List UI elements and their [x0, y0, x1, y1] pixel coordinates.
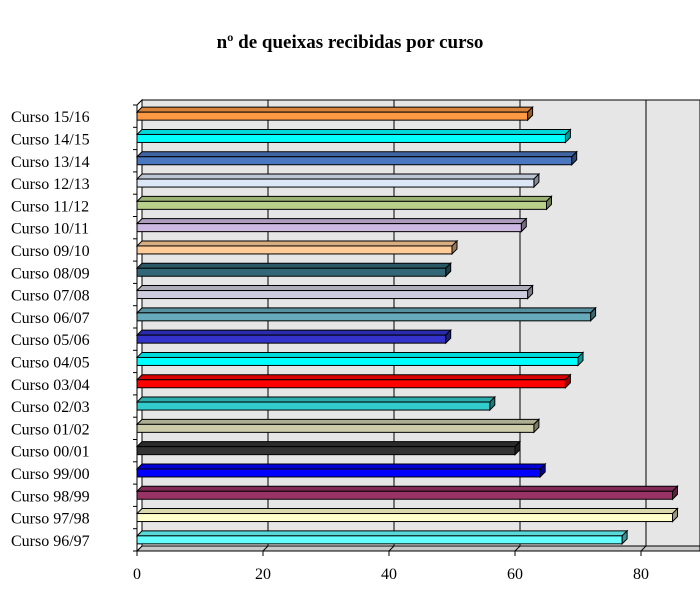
category-label: Curso 03/04	[11, 377, 90, 394]
bar-top	[135, 218, 528, 225]
gridline-floor	[262, 545, 269, 552]
bar-top	[135, 151, 578, 158]
bar-top	[135, 351, 585, 358]
bar-top	[135, 106, 534, 113]
category-label: Curso 00/01	[11, 444, 90, 461]
bar	[136, 490, 673, 500]
category-label: Curso 02/03	[11, 399, 90, 416]
bar	[136, 446, 516, 456]
bar	[136, 111, 529, 121]
bar	[136, 423, 535, 433]
category-label: Curso 11/12	[11, 198, 89, 215]
x-tick-label: 60	[507, 566, 523, 583]
gridline-floor	[640, 545, 647, 552]
category-label: Curso 99/00	[11, 466, 90, 483]
bar-top	[135, 463, 547, 470]
bar	[136, 200, 547, 210]
plot-floor	[135, 545, 700, 552]
bar	[136, 156, 573, 166]
bar-top	[135, 173, 541, 180]
bar-top	[135, 374, 572, 381]
category-label: Curso 14/15	[11, 131, 90, 148]
bar	[136, 178, 535, 188]
bar	[136, 356, 579, 366]
bar	[136, 312, 592, 322]
plot-back-wall	[142, 100, 700, 546]
bar-top	[135, 418, 541, 425]
x-tick-label: 80	[633, 566, 649, 583]
category-label: Curso 10/11	[11, 221, 89, 238]
bar	[136, 223, 522, 233]
category-label: Curso 98/99	[11, 488, 90, 505]
bar-top	[135, 441, 522, 448]
bar	[136, 245, 453, 255]
bar-top	[135, 485, 679, 492]
category-label: Curso 07/08	[11, 288, 90, 305]
bar-top	[135, 240, 459, 247]
bar-top	[135, 285, 534, 292]
category-label: Curso 05/06	[11, 332, 90, 349]
bar-top	[135, 128, 572, 135]
bar	[136, 468, 541, 478]
bar	[136, 535, 623, 545]
x-tick-label: 0	[133, 566, 141, 583]
x-tick-label: 20	[255, 566, 271, 583]
bar-top	[135, 262, 452, 269]
category-label: Curso 13/14	[11, 154, 90, 171]
category-label: Curso 96/97	[11, 533, 90, 550]
x-tick-label: 40	[381, 566, 397, 583]
bar	[136, 290, 529, 300]
bar-top	[135, 508, 679, 515]
bar-top	[135, 530, 629, 537]
chart-title: nº de queixas recibidas por curso	[216, 32, 484, 53]
bar	[136, 267, 447, 277]
bar	[136, 513, 673, 523]
category-label: Curso 97/98	[11, 511, 90, 528]
gridline-floor	[388, 545, 395, 552]
category-label: Curso 06/07	[11, 310, 90, 327]
bar-top	[135, 396, 497, 403]
bar	[136, 379, 566, 389]
bar-top	[135, 195, 553, 202]
category-label: Curso 04/05	[11, 354, 90, 371]
category-label: Curso 12/13	[11, 176, 90, 193]
category-label: Curso 15/16	[11, 109, 90, 126]
category-label: Curso 01/02	[11, 421, 90, 438]
category-label: Curso 08/09	[11, 265, 90, 282]
gridline-floor	[514, 545, 521, 552]
bar	[136, 401, 491, 411]
bar-top	[135, 329, 452, 336]
category-label: Curso 09/10	[11, 243, 90, 260]
plot-side-wall	[136, 98, 143, 553]
bar	[136, 133, 566, 143]
bar	[136, 334, 447, 344]
bar-top	[135, 307, 597, 314]
